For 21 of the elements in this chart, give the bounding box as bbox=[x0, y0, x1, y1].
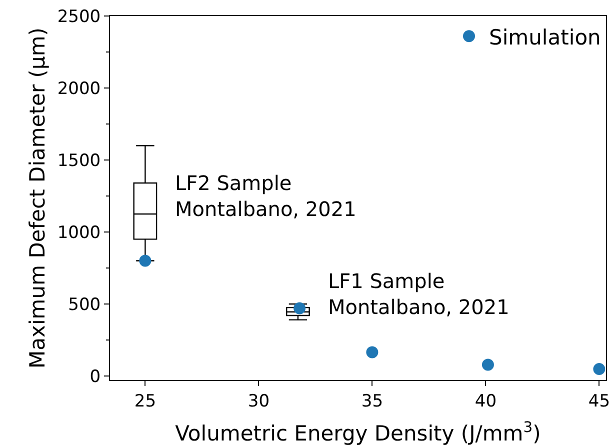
x-tick-label: 45 bbox=[588, 391, 610, 412]
x-tick-label: 35 bbox=[361, 391, 384, 412]
x-axis-title: Volumetric Energy Density (J/mm$^{3}$) bbox=[175, 418, 541, 446]
point bbox=[593, 363, 606, 376]
y-tick-label: 2500 bbox=[57, 6, 101, 27]
point bbox=[482, 358, 494, 371]
y-tick-label: 2000 bbox=[57, 78, 101, 99]
legend-label: Simulation bbox=[489, 25, 601, 50]
point bbox=[139, 254, 152, 267]
x-tick-label: 40 bbox=[474, 391, 497, 412]
y-tick-label: 1500 bbox=[57, 150, 101, 171]
annotation: LF1 Sample Montalbano, 2021 bbox=[328, 269, 510, 319]
x-tick-label: 30 bbox=[248, 391, 270, 412]
y-axis-title: Maximum Defect Diameter (µm) bbox=[25, 28, 50, 368]
y-tick-label: 0 bbox=[90, 366, 101, 387]
y-tick-label: 1000 bbox=[57, 222, 101, 243]
point bbox=[294, 302, 306, 314]
y-tick-label: 500 bbox=[68, 294, 101, 315]
x-tick-label: 25 bbox=[134, 391, 156, 412]
annotation: LF2 Sample Montalbano, 2021 bbox=[175, 171, 356, 221]
point bbox=[366, 346, 378, 358]
